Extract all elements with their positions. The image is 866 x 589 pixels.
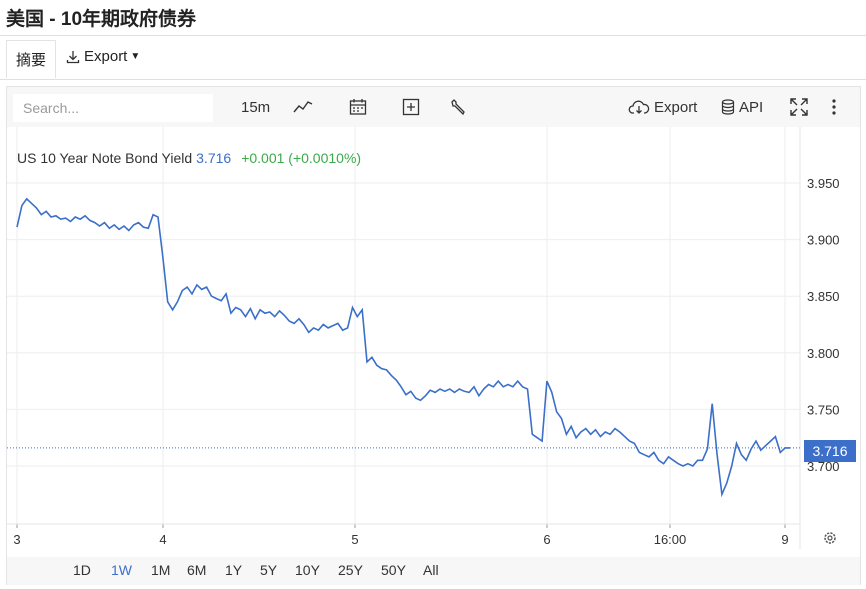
add-indicator-button[interactable]: [402, 95, 420, 119]
tab-summary[interactable]: 摘要: [6, 40, 56, 78]
sub-navigation: 摘要 Export ▼: [0, 36, 866, 80]
fullscreen-icon: [790, 98, 808, 116]
range-1w-button[interactable]: 1W: [111, 562, 132, 578]
range-all-button[interactable]: All: [423, 562, 439, 578]
x-tick-label: 9: [781, 532, 788, 547]
price-chart[interactable]: 3.950 3.900 3.850 3.800 3.750 3.700 3 4 5 6 16:00…: [7, 87, 860, 557]
y-tick-label: 3.800: [807, 346, 840, 361]
header-divider: [0, 35, 866, 36]
plot-area: [7, 127, 860, 549]
time-range-bar: 1D 1W 1M 6M 1Y 5Y 10Y 25Y 50Y All: [7, 557, 860, 585]
range-5y-button[interactable]: 5Y: [260, 562, 278, 578]
y-tick-label: 3.850: [807, 289, 840, 304]
api-label: API: [739, 98, 764, 116]
gear-icon: [824, 532, 836, 544]
series-legend: US 10 Year Note Bond Yield 3.716 +0.001 (+…: [17, 150, 361, 166]
x-tick-label: 5: [351, 532, 358, 547]
legend-series-name: US 10 Year Note Bond Yield: [17, 150, 193, 166]
subnav-divider: [0, 79, 866, 80]
cloud-download-icon: [628, 100, 650, 114]
range-1y-button[interactable]: 1Y: [225, 562, 243, 578]
current-price-badge: 3.716: [804, 440, 856, 462]
x-tick-label: 16:00: [654, 532, 687, 547]
range-6m-button[interactable]: 6M: [187, 562, 207, 578]
series-line-us10y: [16, 197, 790, 498]
database-icon: [721, 99, 735, 115]
export-dropdown[interactable]: Export ▼: [66, 48, 140, 65]
x-tick-label: 4: [159, 532, 166, 547]
fullscreen-button[interactable]: [789, 95, 809, 119]
download-icon: [66, 50, 80, 63]
y-tick-label: 3.950: [807, 176, 840, 191]
x-tick-label: 6: [543, 532, 550, 547]
calendar-button[interactable]: [349, 95, 367, 119]
chart-type-button[interactable]: [293, 95, 313, 119]
chart-toolbar: 15m: [7, 87, 860, 127]
page-title: 美国 - 10年期政府债券: [6, 9, 197, 30]
gear-button[interactable]: [824, 532, 836, 544]
line-chart-icon: [293, 101, 313, 113]
calendar-icon: [349, 99, 367, 115]
chart-export-label: Export: [654, 98, 698, 116]
export-dropdown-label: Export: [84, 48, 128, 65]
legend-change: +0.001 (+0.0010%): [241, 150, 362, 166]
x-tick-label: 3: [13, 532, 20, 547]
symbol-search-input[interactable]: [13, 94, 213, 122]
chart-panel: 15m: [6, 86, 861, 585]
plus-box-icon: [402, 98, 420, 116]
range-1d-button[interactable]: 1D: [73, 562, 91, 578]
legend-value: 3.716: [196, 150, 232, 166]
caret-down-icon: ▼: [130, 51, 141, 62]
settings-tools-button[interactable]: [449, 95, 467, 119]
wrench-icon: [451, 99, 465, 116]
chart-export-button[interactable]: Export: [628, 95, 697, 119]
interval-selector[interactable]: 15m: [241, 98, 271, 116]
more-vertical-icon: [832, 99, 836, 115]
range-10y-button[interactable]: 10Y: [295, 562, 320, 578]
api-button[interactable]: API: [721, 95, 763, 119]
range-25y-button[interactable]: 25Y: [338, 562, 363, 578]
range-1m-button[interactable]: 1M: [151, 562, 171, 578]
more-options-button[interactable]: [831, 95, 837, 119]
range-50y-button[interactable]: 50Y: [381, 562, 406, 578]
y-tick-label: 3.900: [807, 233, 840, 248]
y-tick-label: 3.750: [807, 402, 840, 417]
y-tick-label: 3.700: [807, 459, 840, 474]
